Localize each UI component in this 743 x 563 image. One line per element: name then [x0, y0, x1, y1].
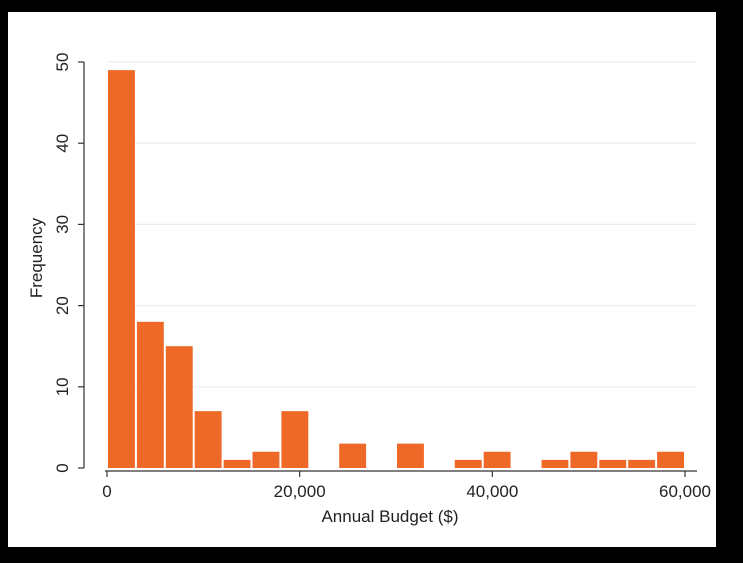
histogram-bar-5 — [252, 451, 280, 468]
histogram-bar-0 — [108, 70, 135, 469]
y-tick-label-10: 10 — [53, 377, 72, 396]
histogram-bar-10 — [397, 443, 424, 468]
histogram-bar-1 — [136, 321, 164, 468]
histogram-bar-12 — [454, 459, 482, 468]
x-tick-label-0: 0 — [102, 482, 111, 501]
histogram-bar-18 — [628, 459, 656, 468]
x-axis-label: Annual Budget ($) — [321, 507, 458, 526]
histogram-bar-17 — [599, 459, 627, 468]
histogram-bar-19 — [657, 451, 684, 468]
x-axis-ticks: 0 20,000 40,000 60,000 — [102, 471, 711, 501]
histogram-bar-6 — [281, 411, 309, 468]
histogram-bar-2 — [165, 346, 193, 468]
y-tick-label-30: 30 — [53, 215, 72, 234]
axes — [83, 62, 697, 472]
histogram-bar-16 — [570, 451, 598, 468]
y-axis-label: Frequency — [27, 217, 46, 298]
y-tick-label-40: 40 — [53, 134, 72, 153]
histogram-bar-3 — [194, 411, 222, 468]
x-tick-label-20,000: 20,000 — [274, 482, 326, 501]
histogram-bars — [108, 70, 684, 469]
histogram-bar-15 — [541, 459, 569, 468]
gridlines — [107, 61, 697, 388]
y-tick-label-50: 50 — [53, 53, 72, 72]
x-tick-label-40,000: 40,000 — [466, 482, 518, 501]
y-axis-ticks: 0 10 20 30 40 50 — [53, 53, 84, 473]
x-tick-label-60,000: 60,000 — [659, 482, 711, 501]
y-tick-label-20: 20 — [53, 296, 72, 315]
histogram-bar-8 — [339, 443, 367, 468]
y-tick-label-0: 0 — [53, 463, 72, 472]
histogram-bar-13 — [483, 451, 511, 468]
histogram-bar-4 — [223, 459, 251, 468]
